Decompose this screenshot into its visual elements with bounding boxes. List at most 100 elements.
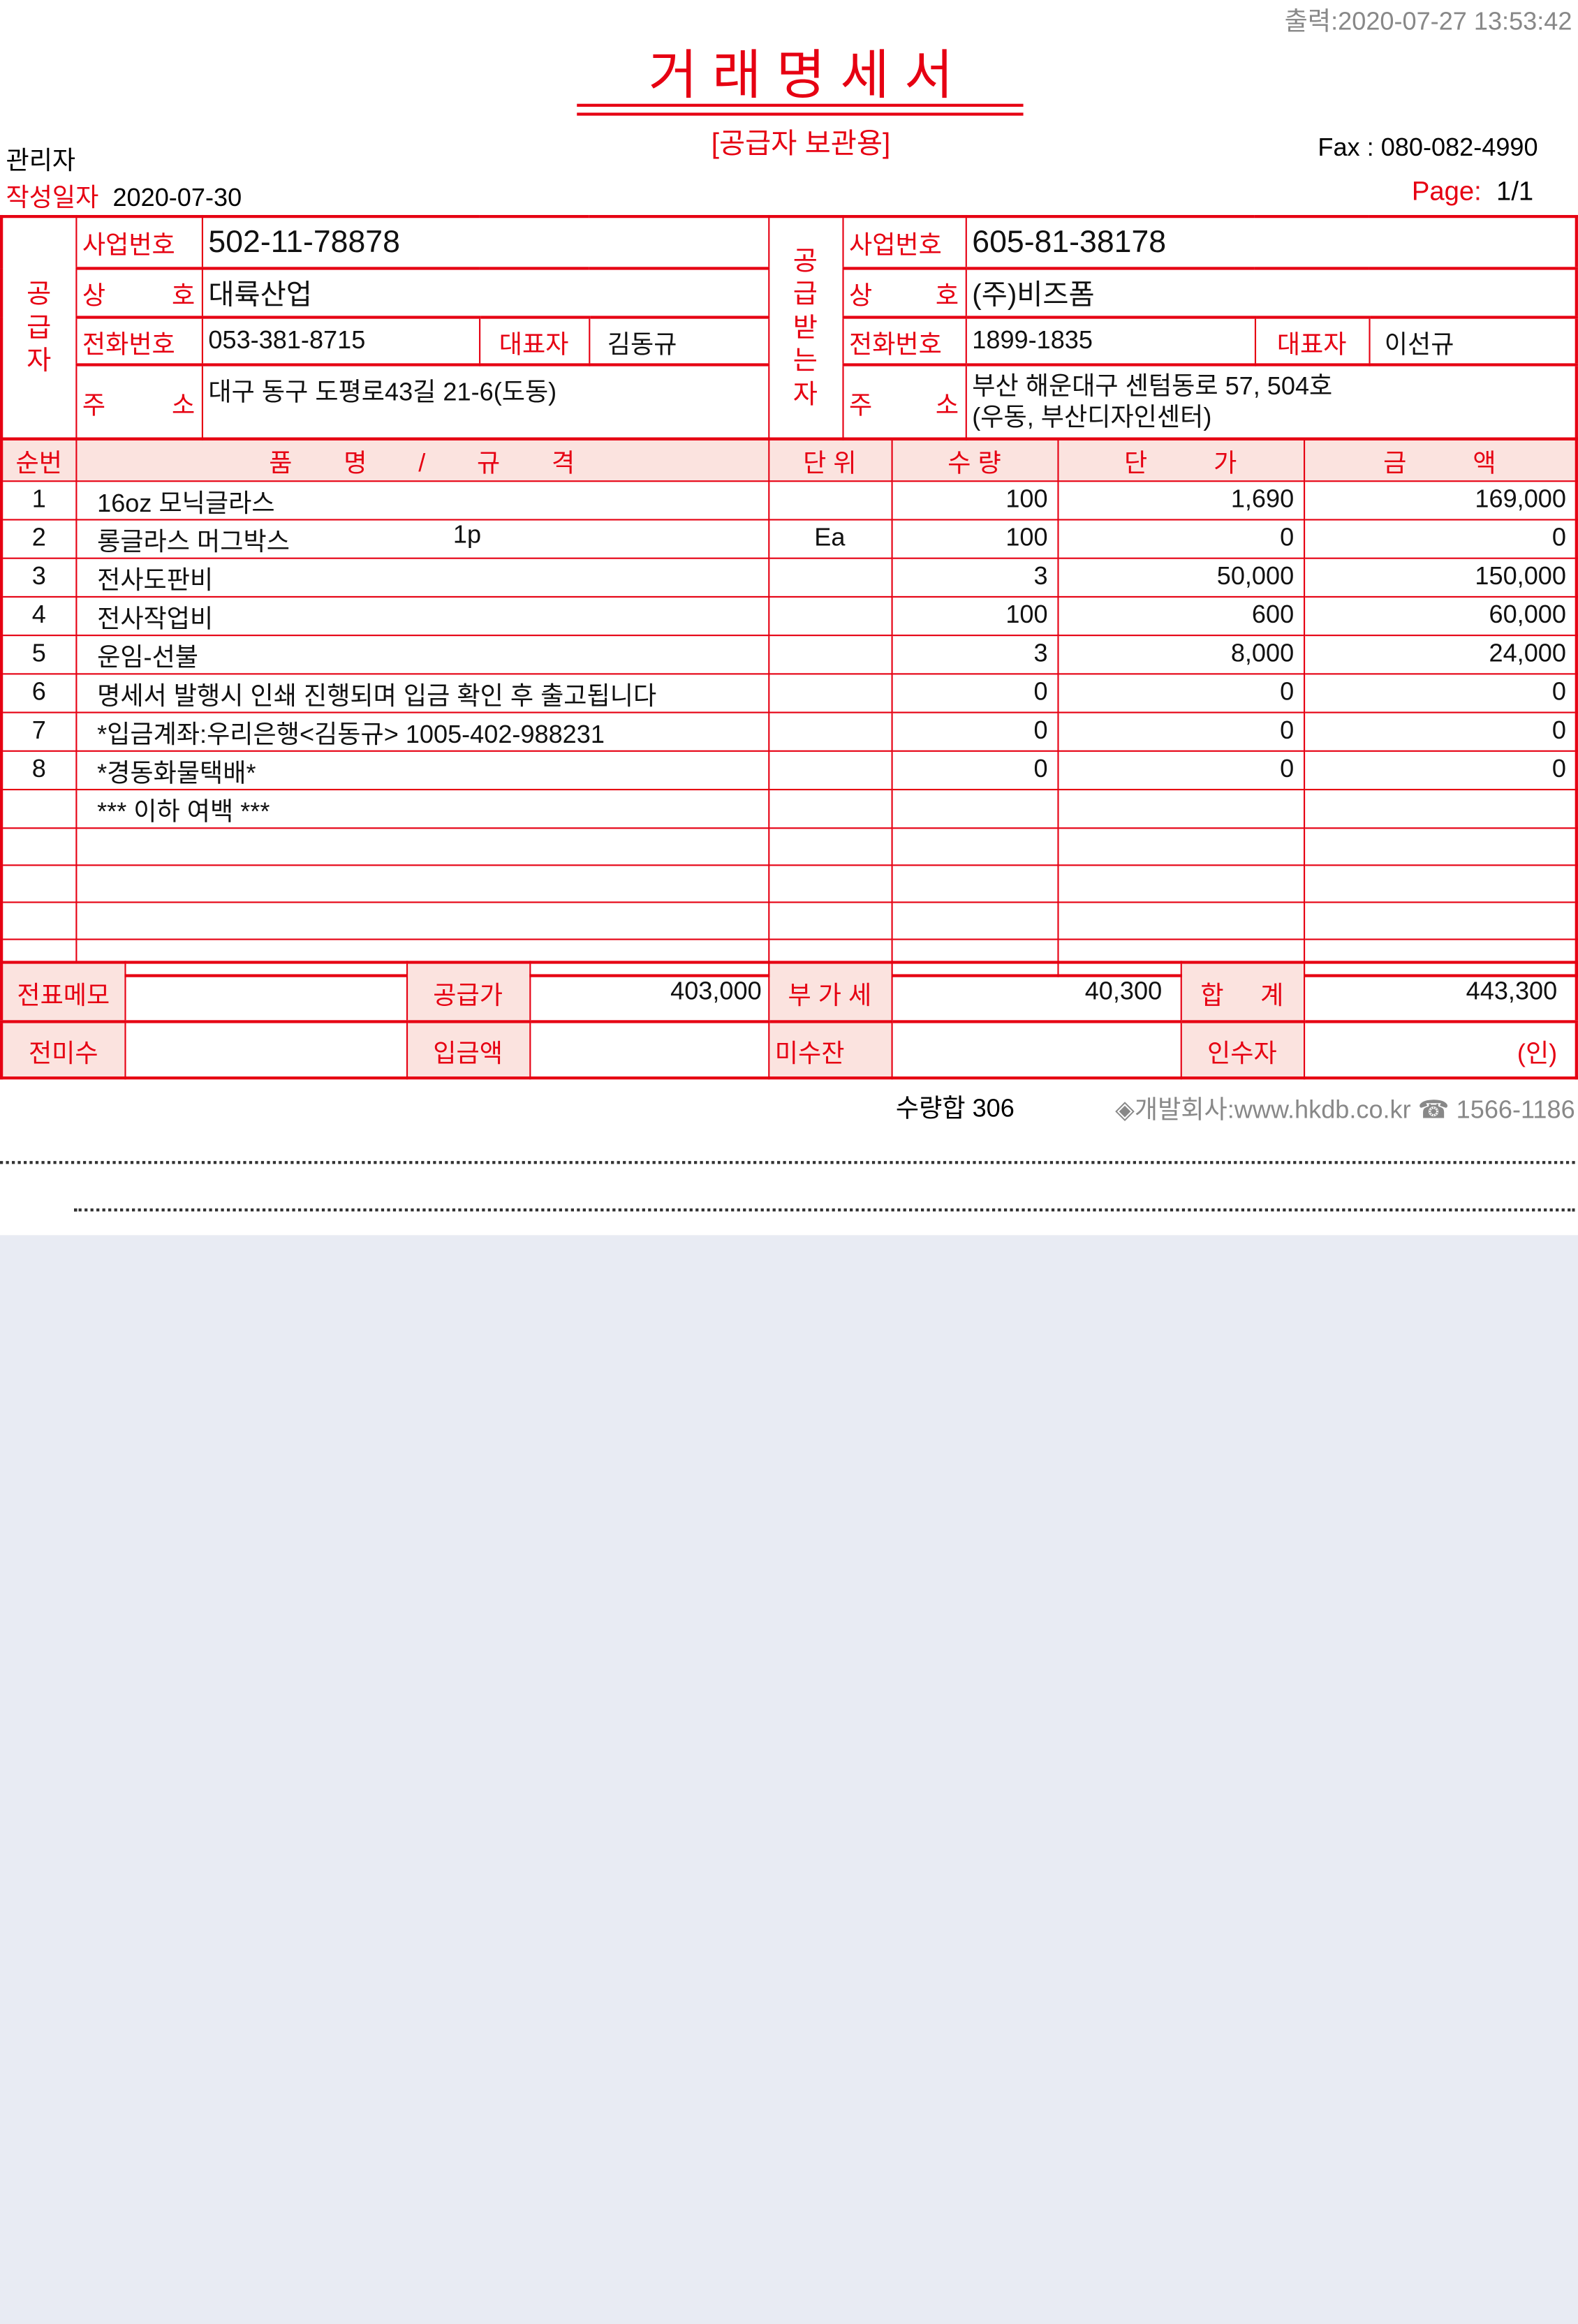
cut-line (74, 1208, 1575, 1212)
item-amount: 0 (1302, 749, 1577, 790)
total-value: 443,300 (1302, 961, 1577, 1023)
document-title: 거 래 명 세 서 (648, 44, 954, 105)
item-unit (767, 749, 892, 790)
col-header-no: 순번 (1, 437, 77, 482)
item-amount: 0 (1302, 711, 1577, 751)
page-label: Page: (1411, 176, 1482, 207)
item-name (75, 901, 769, 940)
item-unit (767, 827, 892, 866)
item-price (1056, 827, 1305, 866)
item-unit (767, 787, 892, 829)
item-unit: Ea (767, 518, 892, 558)
col-header-price: 단 가 (1056, 437, 1305, 482)
title-underline (577, 112, 1024, 116)
page-indicator: Page: 1/1 (1412, 177, 1533, 208)
item-no (1, 864, 77, 903)
receiver-seal: (인) (1302, 1020, 1577, 1079)
item-name (75, 827, 769, 866)
prev-balance-value (124, 1020, 408, 1079)
item-name: 운임-선불 (75, 634, 769, 674)
item-no: 7 (1, 711, 77, 751)
supplier-addr-label: 주 소 (75, 363, 202, 440)
item-price: 0 (1056, 672, 1305, 713)
buyer-biz-no-label: 사업번호 (841, 216, 966, 269)
item-unit (767, 864, 892, 903)
item-amount (1302, 827, 1577, 866)
item-name: 전사도판비 (75, 556, 769, 597)
item-amount (1302, 864, 1577, 903)
total-label: 합 계 (1179, 961, 1305, 1023)
table-row: *** 이하 여백 *** (1, 787, 1577, 829)
item-amount: 169,000 (1302, 480, 1577, 520)
table-row (1, 827, 1577, 866)
item-no (1, 827, 77, 866)
unpaid-value (890, 1020, 1181, 1079)
table-row (1, 864, 1577, 903)
item-qty: 0 (890, 711, 1059, 751)
vat-value: 40,300 (890, 961, 1181, 1023)
table-row: 8 *경동화물택배* 0 0 0 (1, 749, 1577, 790)
item-price: 8,000 (1056, 634, 1305, 674)
table-row: 7 *입금계좌:우리은행<김동규> 1005-402-988231 0 0 0 (1, 711, 1577, 751)
buyer-address-line2: (우동, 부산디자인센터) (972, 403, 1212, 432)
supply-label: 공급가 (405, 961, 531, 1023)
item-no: 3 (1, 556, 77, 597)
buyer-biz-no: 605-81-38178 (964, 216, 1577, 269)
item-amount: 150,000 (1302, 556, 1577, 597)
buyer-address-line1: 부산 해운대구 센텀동로 57, 504호 (972, 372, 1333, 401)
item-name: 명세서 발행시 인쇄 진행되며 입금 확인 후 출고됩니다 (75, 672, 769, 713)
item-qty: 3 (890, 634, 1059, 674)
buyer-side-label: 공 급 받 는 자 (767, 216, 843, 440)
item-name-text: 명세서 발행시 인쇄 진행되며 입금 확인 후 출고됩니다 (97, 681, 657, 710)
item-amount: 24,000 (1302, 634, 1577, 674)
item-name-text: 16oz 모닉글라스 (97, 488, 275, 517)
buyer-rep: 이선규 (1368, 316, 1577, 366)
item-spec: 1p (452, 519, 482, 548)
item-qty (890, 864, 1059, 903)
item-qty: 0 (890, 672, 1059, 713)
paid-value (529, 1020, 769, 1079)
items-header-row: 순번 품 명 / 규 격 단 위 수 량 단 가 금 액 (1, 437, 1577, 482)
item-amount: 60,000 (1302, 595, 1577, 636)
table-row: 6 명세서 발행시 인쇄 진행되며 입금 확인 후 출고됩니다 0 0 0 (1, 672, 1577, 713)
supplier-address-line1: 대구 동구 도평로43길 21-6(도동) (208, 378, 557, 406)
item-no: 2 (1, 518, 77, 558)
supplier-address: 대구 동구 도평로43길 21-6(도동) (200, 363, 769, 440)
item-name-text: 운임-선불 (97, 642, 199, 672)
item-unit (767, 634, 892, 674)
item-qty: 100 (890, 518, 1059, 558)
fax-number: Fax : 080-082-4990 (1318, 133, 1538, 162)
supply-value: 403,000 (529, 961, 769, 1023)
item-amount (1302, 787, 1577, 829)
item-no: 4 (1, 595, 77, 636)
buyer-name: (주)비즈폼 (964, 267, 1577, 318)
item-qty (890, 901, 1059, 940)
party-info-table: 공 급 자 사업번호 502-11-78878 공 급 받 는 자 사업번호 6… (0, 214, 1578, 441)
item-name: *** 이하 여백 *** (75, 787, 769, 829)
supplier-name-label: 상 호 (75, 267, 202, 318)
vat-label: 부 가 세 (767, 961, 892, 1023)
supplier-name: 대륙산업 (200, 267, 769, 318)
item-name-text: *** 이하 여백 *** (97, 797, 270, 826)
item-no: 5 (1, 634, 77, 674)
item-qty: 100 (890, 595, 1059, 636)
item-name-text: 전사도판비 (97, 565, 214, 594)
item-name: *입금계좌:우리은행<김동규> 1005-402-988231 (75, 711, 769, 751)
write-date: 작성일자 2020-07-30 (6, 177, 242, 214)
col-header-unit: 단 위 (767, 437, 892, 482)
print-time: 출력:2020-07-27 13:53:42 (1284, 7, 1572, 36)
supplier-rep: 김동규 (588, 316, 769, 366)
cut-line (0, 1161, 1575, 1164)
item-no: 1 (1, 480, 77, 520)
item-qty: 3 (890, 556, 1059, 597)
buyer-phone-label: 전화번호 (841, 316, 966, 366)
item-unit (767, 595, 892, 636)
item-price (1056, 901, 1305, 940)
prev-balance-label: 전미수 (1, 1020, 126, 1079)
item-unit (767, 711, 892, 751)
item-price: 0 (1056, 711, 1305, 751)
item-name: 롱글라스 머그박스 1p (75, 518, 769, 558)
item-price: 0 (1056, 518, 1305, 558)
table-row: 1 16oz 모닉글라스 100 1,690 169,000 (1, 480, 1577, 520)
col-header-name: 품 명 / 규 격 (75, 437, 769, 482)
